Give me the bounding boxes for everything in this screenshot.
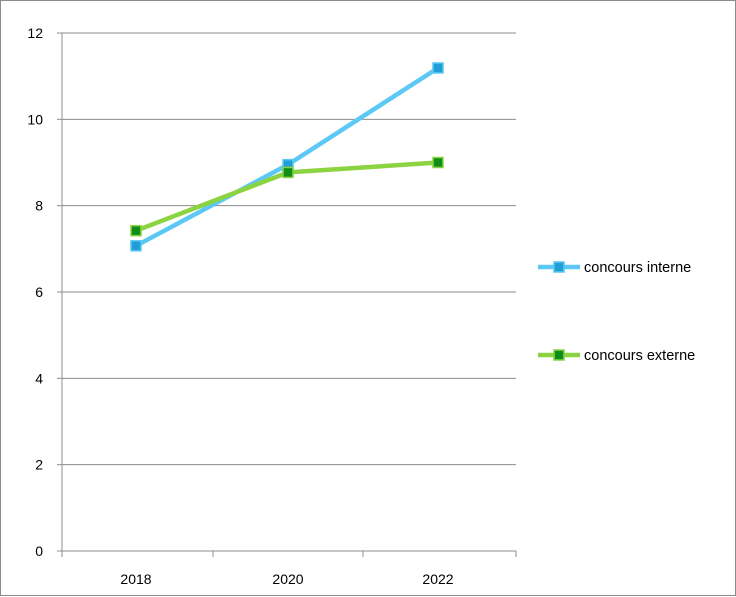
- data-point: [130, 224, 142, 237]
- legend-label: concours interne: [584, 260, 691, 276]
- y-tick-label: 2: [35, 457, 43, 473]
- y-tick-label: 10: [27, 111, 43, 127]
- y-tick-label: 0: [35, 543, 43, 559]
- data-point: [130, 240, 142, 252]
- data-point: [432, 62, 444, 74]
- legend-label: concours externe: [584, 348, 695, 364]
- data-point: [282, 166, 294, 179]
- y-tick-label: 8: [35, 198, 43, 214]
- legend: concours interne concours externe: [538, 260, 695, 364]
- legend-swatch-marker: [553, 261, 565, 273]
- y-tick-labels: 0 2 4 6 8 10 12: [27, 25, 43, 559]
- x-tick-label: 2022: [422, 571, 453, 587]
- y-tick-label: 4: [35, 370, 43, 386]
- data-point: [432, 156, 444, 169]
- series-line: [134, 66, 440, 248]
- gridlines: [62, 32, 516, 466]
- axes: [57, 32, 517, 557]
- y-tick-label: 12: [27, 25, 43, 41]
- series-layer: [130, 62, 444, 252]
- y-tick-label: 6: [35, 284, 43, 300]
- x-tick-labels: 2018 2020 2022: [120, 571, 453, 587]
- legend-swatch-marker: [553, 349, 565, 361]
- x-tick-label: 2018: [120, 571, 151, 587]
- x-tick-label: 2020: [272, 571, 303, 587]
